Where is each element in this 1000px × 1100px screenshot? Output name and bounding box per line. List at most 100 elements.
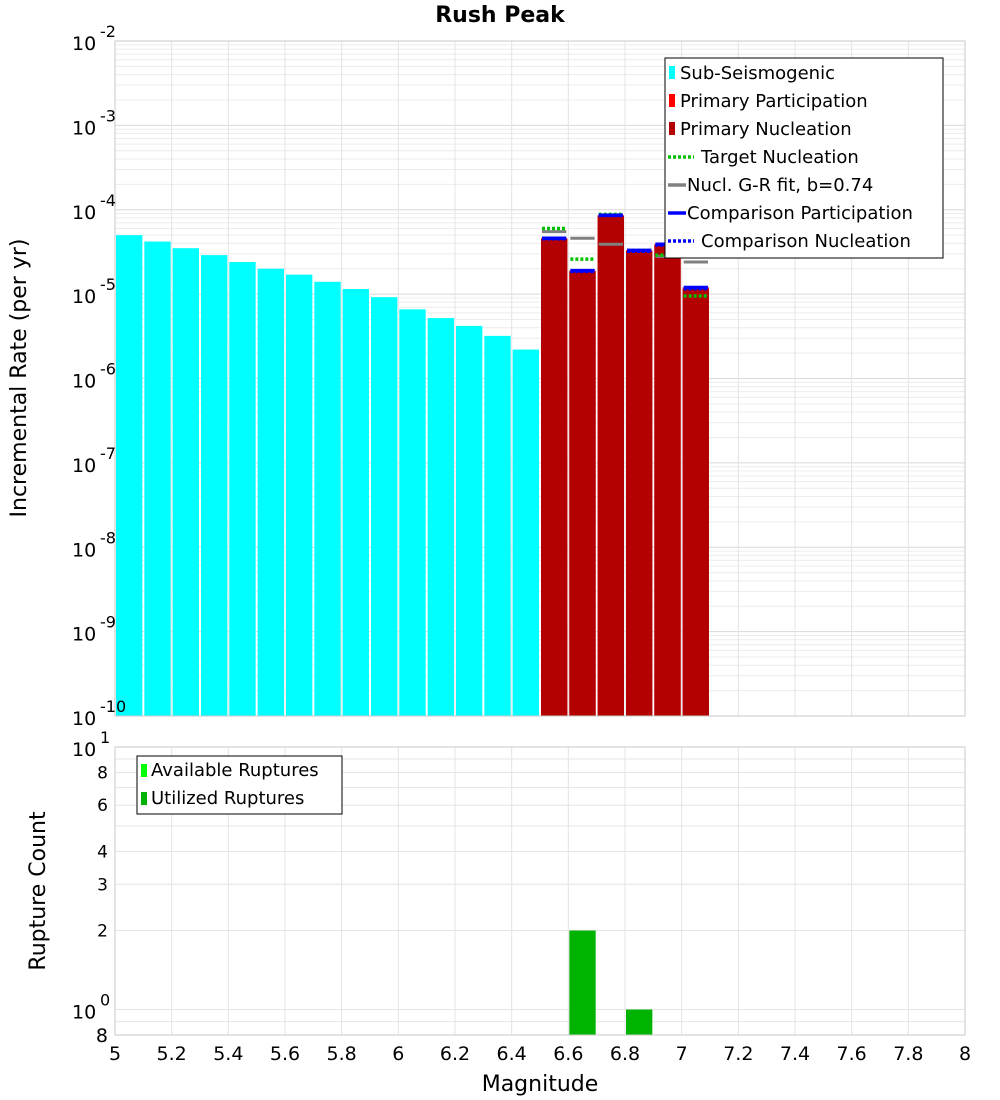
legend-swatch	[141, 764, 147, 777]
legend-label: Sub-Seismogenic	[680, 63, 835, 84]
x-tick-label: 7.2	[723, 1043, 753, 1065]
legend-label: Primary Nucleation	[680, 119, 852, 140]
x-tick-label: 5.2	[157, 1043, 187, 1065]
bottom-y-tick-label: 8	[96, 1025, 108, 1047]
sub-seismogenic-bar	[286, 274, 313, 716]
bottom-y-tick-label: 8	[97, 763, 108, 783]
x-axis-title: Magnitude	[482, 1072, 599, 1097]
bottom-y-tick-exponent: 1	[100, 728, 110, 747]
legend-swatch	[141, 792, 147, 805]
x-tick-label: 5.4	[213, 1043, 243, 1065]
utilized-ruptures-bar	[626, 1009, 653, 1035]
x-tick-label: 6.8	[610, 1043, 640, 1065]
primary-nucleation-bar	[569, 271, 596, 716]
sub-seismogenic-bar	[371, 297, 398, 716]
primary-nucleation-bar	[541, 239, 568, 716]
bottom-y-tick-base: 10	[72, 739, 96, 761]
bottom-y-tick-label: 101	[72, 728, 110, 761]
primary-nucleation-bar	[626, 251, 653, 716]
utilized-ruptures-bar	[569, 930, 596, 1035]
legend-swatch	[669, 94, 675, 107]
top-y-tick-exponent: -3	[100, 106, 116, 125]
x-tick-label: 6.4	[497, 1043, 527, 1065]
x-tick-label: 8	[959, 1043, 971, 1065]
top-y-axis-title: Incremental Rate (per yr)	[7, 239, 32, 518]
bottom-y-tick-label: 100	[72, 991, 110, 1024]
top-y-tick-exponent: -9	[100, 613, 116, 632]
top-y-tick-base: 10	[72, 33, 96, 55]
top-plot-border	[114, 40, 966, 717]
bottom-plot-border	[114, 746, 966, 1036]
legend-label: Utilized Ruptures	[151, 788, 304, 809]
sub-seismogenic-bar	[512, 349, 539, 716]
top-y-tick-label: 10-6	[72, 360, 116, 393]
x-tick-label: 7.8	[893, 1043, 923, 1065]
top-y-tick-base: 10	[72, 624, 96, 646]
bottom-y-tick-label: 2	[97, 922, 108, 942]
top-y-tick-base: 10	[72, 117, 96, 139]
sub-seismogenic-bar	[201, 255, 228, 716]
top-y-tick-base: 10	[72, 202, 96, 224]
bottom-y-tick-label: 6	[97, 796, 108, 816]
legend-label: Available Ruptures	[151, 760, 319, 781]
legend-label: Target Nucleation	[700, 147, 859, 168]
primary-nucleation-bar	[654, 245, 681, 717]
bottom-y-tick-exponent: 0	[100, 991, 110, 1010]
bottom-y-tick-label: 3	[97, 875, 108, 895]
top-legend-box	[664, 57, 944, 259]
top-y-tick-base: 10	[72, 371, 96, 393]
sub-seismogenic-bar	[116, 235, 143, 716]
top-y-tick-label: 10-7	[72, 444, 116, 477]
top-gridlines	[114, 41, 966, 717]
sub-seismogenic-bar	[399, 309, 426, 716]
legend-swatch	[669, 122, 675, 135]
x-tick-label: 5.8	[327, 1043, 357, 1065]
top-y-tick-label: 10-3	[72, 106, 116, 139]
bottom-legend-box	[136, 755, 343, 815]
top-legend: Sub-Seismogenic Primary Participation Prim…	[664, 57, 944, 259]
x-tick-label: 7.4	[780, 1043, 810, 1065]
x-tick-label: 5.6	[270, 1043, 300, 1065]
x-tick-label: 6	[392, 1043, 404, 1065]
sub-seismogenic-bar	[456, 325, 483, 716]
legend-swatch	[669, 66, 675, 79]
top-y-tick-base: 10	[72, 539, 96, 561]
legend-label: Nucl. G-R fit, b=0.74	[687, 175, 873, 196]
sub-seismogenic-bar	[172, 248, 199, 717]
top-y-tick-label: 10-2	[72, 22, 116, 55]
legend-label: Comparison Participation	[687, 203, 913, 224]
top-y-tick-label: 10-8	[72, 528, 116, 561]
top-y-tick-label: 10-9	[72, 613, 116, 646]
x-tick-label: 6.2	[440, 1043, 470, 1065]
sub-seismogenic-bar	[342, 289, 369, 716]
top-y-tick-exponent: -2	[100, 22, 116, 41]
top-y-tick-exponent: -7	[100, 444, 116, 463]
bottom-legend: Available Ruptures Utilized Ruptures	[136, 755, 343, 815]
top-y-tick-exponent: -5	[100, 275, 116, 294]
primary-nucleation-bar	[682, 289, 709, 716]
top-plot-area: 10-210-310-410-510-610-710-810-910-10Sub…	[72, 22, 966, 730]
top-y-tick-exponent: -8	[100, 528, 116, 547]
top-y-tick-exponent: -4	[100, 191, 116, 210]
sub-seismogenic-bar	[144, 241, 171, 717]
legend-label: Comparison Nucleation	[701, 231, 911, 252]
top-y-tick-base: 10	[72, 708, 96, 730]
top-y-tick-exponent: -10	[100, 697, 126, 716]
bottom-y-tick-base: 10	[72, 1002, 96, 1024]
sub-seismogenic-bar	[229, 262, 256, 716]
sub-seismogenic-bar	[484, 335, 511, 716]
top-y-tick-exponent: -6	[100, 360, 116, 379]
bottom-y-tick-label: 4	[97, 842, 108, 862]
primary-nucleation-bar	[597, 215, 624, 717]
x-tick-label: 5	[109, 1043, 121, 1065]
top-y-tick-label: 10-10	[72, 697, 126, 730]
sub-seismogenic-bar	[314, 281, 341, 716]
top-y-tick-label: 10-5	[72, 275, 116, 308]
chart-title: Rush Peak	[435, 3, 566, 28]
x-tick-label: 7	[676, 1043, 688, 1065]
sub-seismogenic-bar	[427, 318, 454, 716]
top-y-tick-label: 10-4	[72, 191, 116, 224]
x-tick-label: 7.6	[837, 1043, 867, 1065]
